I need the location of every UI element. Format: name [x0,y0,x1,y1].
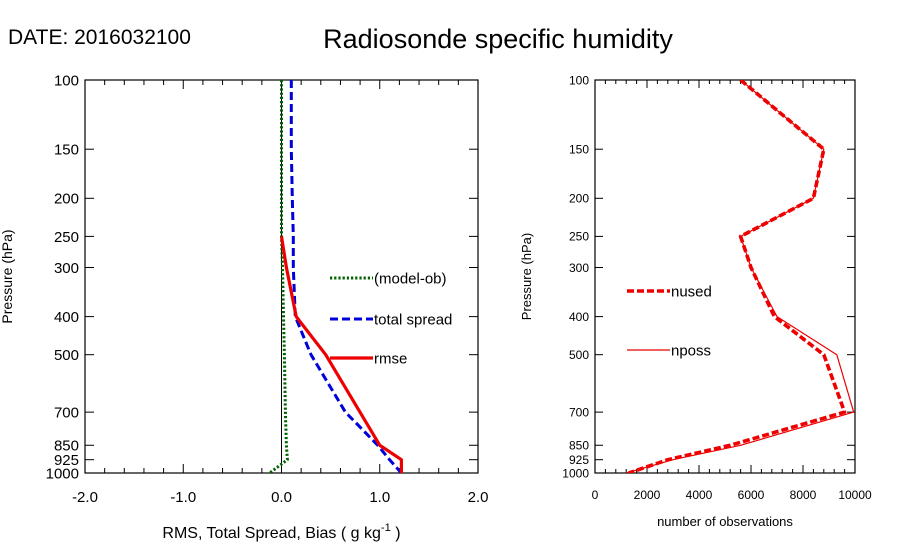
y-tick-label: 700 [569,405,589,419]
x-tick-label: 2000 [634,488,661,502]
y-tick-label: 700 [54,405,79,422]
y-tick-label: 1000 [46,465,79,482]
legend-label: nused [671,283,712,300]
plot-frame [594,79,856,474]
y-tick-label: 400 [569,310,589,324]
series-line-modelob [268,80,289,473]
x-tick-label: 8000 [790,488,817,502]
series-line-rmse [279,236,403,473]
y-tick-label: 1000 [562,466,589,480]
y-tick-label: 300 [569,261,589,275]
x-tick-label: 0 [592,488,599,502]
legend-label: total spread [374,311,452,328]
date-label: DATE: 2016032100 [8,26,191,49]
x-tick-label: 0.0 [271,489,292,506]
x-tick-label: 6000 [738,488,765,502]
y-tick-label: 200 [54,191,79,208]
y-tick-label: 100 [569,73,589,87]
x-axis-label-end: ) [391,525,401,542]
x-tick-label: 4000 [686,488,713,502]
x-axis-label-main: RMS, Total Spread, Bias ( g kg [162,525,380,542]
y-tick-label: 500 [569,348,589,362]
y-tick-label: 250 [54,229,79,246]
y-tick-label: 150 [54,142,79,159]
x-tick-label: 2.0 [468,489,489,506]
y-tick-label: 925 [569,453,589,467]
y-tick-label: 150 [569,143,589,157]
x-axis-label: RMS, Total Spread, Bias ( g kg-1 ) [162,522,400,542]
y-tick-label: 850 [569,439,589,453]
y-tick-label: 925 [54,452,79,469]
legend-label: (model-ob) [374,270,447,287]
y-tick-label: 850 [54,438,79,455]
series-line-nposs [626,80,855,473]
x-axis-label-superscript: -1 [381,522,391,534]
y-tick-label: 300 [54,260,79,277]
y-tick-label: 200 [569,192,589,206]
x-tick-label: 1.0 [369,489,390,506]
series-line-totalspread [289,80,403,473]
y-axis-label: Pressure (hPa) [0,229,15,323]
x-tick-label: 10000 [838,488,872,502]
chart-title: Radiosonde specific humidity [323,24,673,54]
y-tick-label: 500 [54,347,79,364]
y-axis-label: Pressure (hPa) [519,233,534,320]
x-tick-label: -1.0 [170,489,196,506]
legend-label: rmse [374,350,407,367]
y-tick-label: 400 [54,309,79,326]
x-axis-label: number of observations [657,514,793,529]
legend-label: nposs [671,342,711,359]
x-tick-label: -2.0 [72,489,98,506]
y-tick-label: 250 [569,230,589,244]
y-tick-label: 100 [54,72,79,89]
